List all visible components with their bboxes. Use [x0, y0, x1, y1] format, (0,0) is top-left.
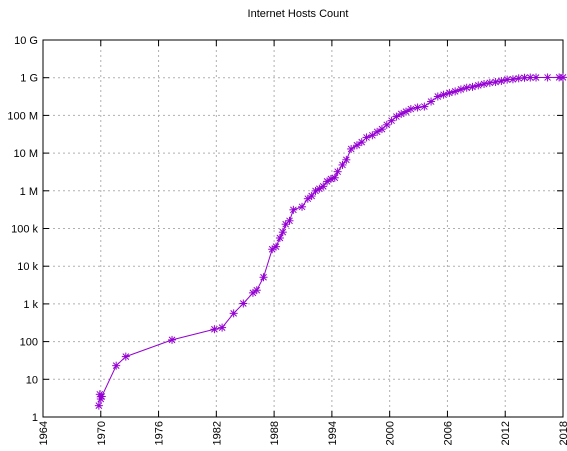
- data-point-marker: [357, 138, 366, 147]
- grid-layer: [43, 40, 563, 417]
- data-point-marker: [532, 73, 541, 82]
- data-point-marker: [259, 273, 268, 282]
- data-point-marker: [94, 401, 103, 410]
- data-point-marker: [289, 205, 298, 214]
- y-tick-label: 100 M: [7, 110, 38, 122]
- x-tick-label: 1982: [211, 421, 223, 445]
- data-point-marker: [352, 141, 361, 150]
- label-layer: 1 10 100 1 k 10 k 100 k 1 M 10 M 100 M 1 G 10 G 196…: [7, 35, 567, 445]
- y-tick-label: 100: [20, 337, 38, 349]
- data-point-marker: [342, 155, 351, 164]
- x-tick-label: 2018: [558, 421, 567, 445]
- y-tick-label: 1 k: [23, 299, 38, 311]
- data-point-marker: [168, 335, 177, 344]
- data-point-marker: [298, 202, 307, 211]
- data-point-marker: [272, 242, 281, 251]
- data-point-marker: [275, 233, 284, 242]
- plot-frame: [42, 39, 564, 418]
- data-point-marker: [480, 79, 489, 88]
- data-point-marker: [439, 90, 448, 99]
- data-point-marker: [97, 392, 106, 401]
- data-point-marker: [406, 105, 415, 114]
- data-point-marker: [451, 87, 460, 96]
- data-point-marker: [514, 74, 523, 83]
- y-tick-label: 10 G: [14, 35, 38, 47]
- data-point-marker: [121, 352, 130, 361]
- x-tick-label: 2012: [500, 421, 512, 445]
- y-tick-label: 1 G: [20, 73, 38, 85]
- y-tick-label: 100 k: [11, 224, 38, 236]
- data-point-marker: [229, 309, 238, 318]
- data-point-marker: [497, 76, 506, 85]
- data-point-marker: [239, 299, 248, 308]
- data-point-marker: [368, 131, 377, 140]
- data-point-marker: [485, 78, 494, 87]
- data-point-marker: [526, 73, 535, 82]
- data-point-marker: [285, 216, 294, 225]
- series-line: [98, 76, 564, 406]
- data-point-marker: [210, 325, 219, 334]
- y-tick-label: 10 M: [14, 148, 38, 160]
- data-point-marker: [330, 173, 339, 182]
- data-point-marker: [462, 83, 471, 92]
- x-tick-label: 1976: [154, 421, 166, 445]
- data-point-marker: [508, 75, 517, 84]
- data-point-marker: [218, 323, 227, 332]
- data-point-marker: [338, 160, 347, 169]
- data-point-marker: [491, 78, 500, 87]
- data-point-marker: [468, 82, 477, 91]
- data-point-marker: [333, 167, 342, 176]
- x-tick-label: 1988: [269, 421, 281, 445]
- series-layer: [94, 73, 567, 410]
- y-tick-label: 1: [32, 412, 38, 424]
- data-point-marker: [413, 103, 422, 112]
- data-point-marker: [347, 144, 356, 153]
- y-tick-label: 10 k: [17, 261, 38, 273]
- data-point-marker: [307, 192, 316, 201]
- data-point-marker: [319, 182, 328, 191]
- x-tick-label: 2006: [442, 421, 454, 445]
- data-point-marker: [112, 361, 121, 370]
- data-point-marker: [427, 97, 436, 106]
- y-tick-label: 1 M: [20, 186, 38, 198]
- data-point-marker: [420, 102, 429, 111]
- data-point-marker: [543, 73, 552, 82]
- x-tick-label: 1964: [38, 421, 50, 445]
- data-point-marker: [559, 73, 567, 82]
- data-point-marker: [456, 85, 465, 94]
- data-point-marker: [433, 92, 442, 101]
- data-point-marker: [362, 133, 371, 142]
- data-point-marker: [474, 81, 483, 90]
- data-point-marker: [278, 228, 287, 237]
- x-tick-label: 1970: [96, 421, 108, 445]
- x-tick-label: 2000: [385, 421, 397, 445]
- x-tick-label: 1994: [327, 421, 339, 445]
- data-point-marker: [445, 88, 454, 97]
- data-point-marker: [252, 286, 261, 295]
- chart-title: Internet Hosts Count: [248, 8, 349, 20]
- y-tick-label: 10: [26, 374, 38, 386]
